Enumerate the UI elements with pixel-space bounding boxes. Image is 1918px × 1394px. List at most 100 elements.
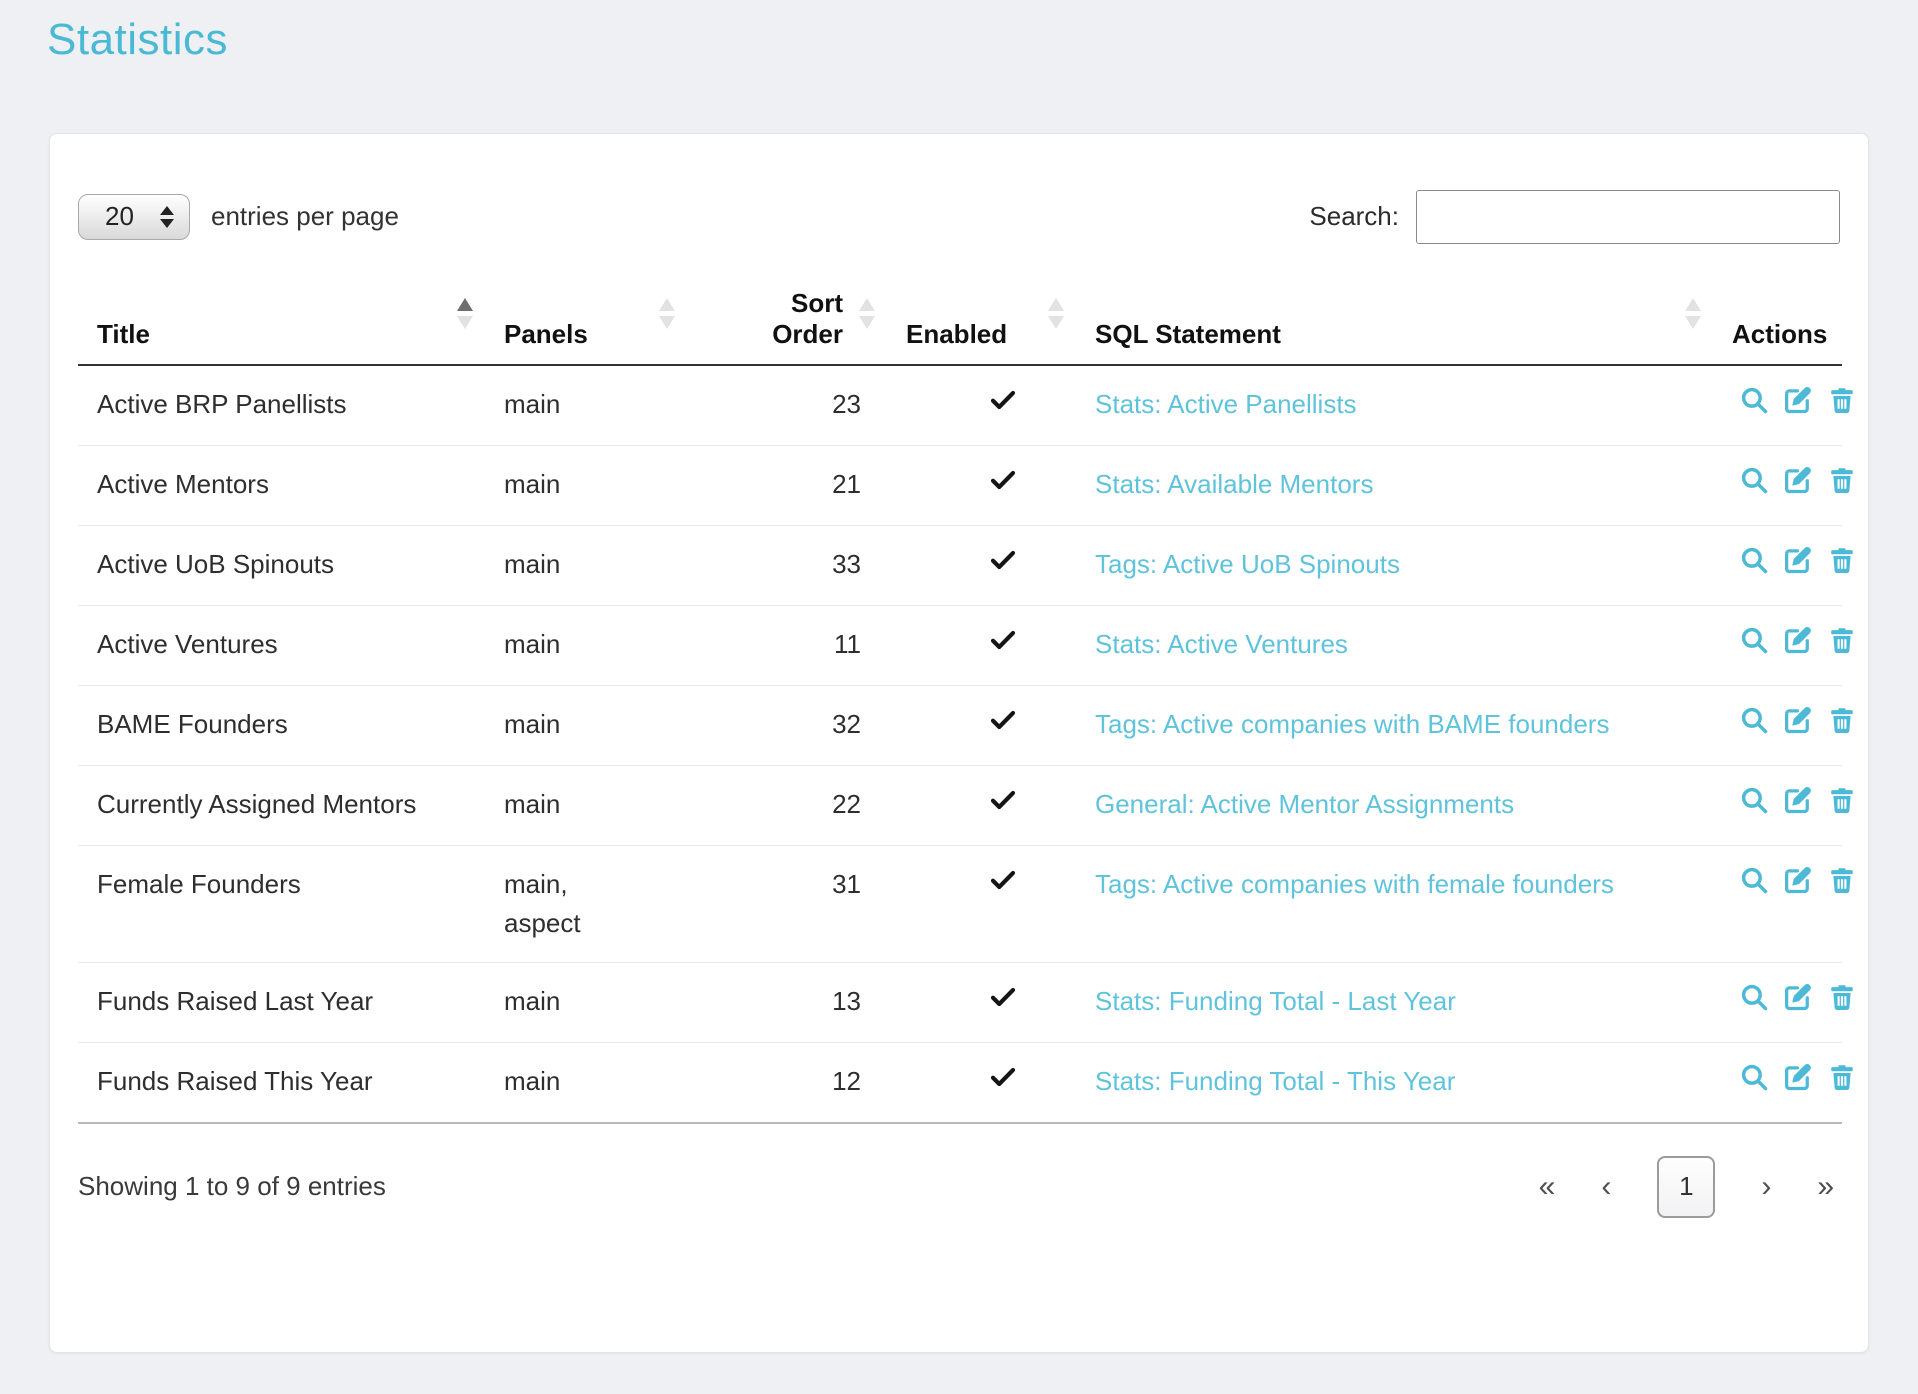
trash-icon[interactable]: [1827, 385, 1857, 415]
search-icon[interactable]: [1739, 385, 1769, 415]
header-row: Title Panels Sort Order Enabled SQL Stat…: [78, 281, 1842, 366]
table-row: Active Mentors main 21 Stats: Available …: [78, 445, 1854, 526]
sql-statement-link[interactable]: Stats: Active Panellists: [1095, 388, 1357, 419]
row-actions: [1713, 1042, 1854, 1124]
first-page-button[interactable]: «: [1538, 1169, 1556, 1203]
row-sql-statement: Stats: Available Mentors: [1076, 445, 1713, 526]
trash-icon[interactable]: [1827, 785, 1857, 815]
row-panels: main: [485, 525, 687, 606]
row-enabled: [887, 1042, 1076, 1124]
row-enabled: [887, 445, 1076, 526]
search-label: Search:: [1309, 201, 1399, 232]
edit-icon[interactable]: [1783, 982, 1813, 1012]
check-icon: [990, 710, 1016, 729]
row-sql-statement: Stats: Active Ventures: [1076, 605, 1713, 686]
row-sort-order: 31: [687, 845, 887, 963]
trash-icon[interactable]: [1827, 865, 1857, 895]
page-title: Statistics: [47, 15, 229, 64]
next-page-button[interactable]: ›: [1761, 1169, 1772, 1203]
column-header-label: Sort Order: [772, 287, 843, 349]
sql-statement-link[interactable]: Tags: Active companies with BAME founder…: [1095, 708, 1610, 739]
statistics-card: 20 entries per page Search: Title Panels: [49, 132, 1869, 1353]
check-icon: [990, 987, 1016, 1006]
search-input[interactable]: [1416, 189, 1840, 244]
row-sort-order: 23: [687, 364, 887, 446]
sql-statement-link[interactable]: General: Active Mentor Assignments: [1095, 788, 1515, 819]
sort-arrows-icon: [659, 297, 675, 329]
edit-icon[interactable]: [1783, 465, 1813, 495]
row-sql-statement: General: Active Mentor Assignments: [1076, 765, 1713, 846]
search-icon[interactable]: [1739, 705, 1769, 735]
search-icon[interactable]: [1739, 625, 1769, 655]
column-header-sort-order[interactable]: Sort Order: [687, 281, 887, 366]
trash-icon[interactable]: [1827, 465, 1857, 495]
trash-icon[interactable]: [1827, 625, 1857, 655]
edit-icon[interactable]: [1783, 625, 1813, 655]
check-icon: [990, 870, 1016, 889]
entries-per-page-value: 20: [105, 201, 134, 232]
row-enabled: [887, 605, 1076, 686]
row-enabled: [887, 962, 1076, 1043]
row-enabled: [887, 685, 1076, 766]
row-panels: main: [485, 1042, 687, 1124]
sql-statement-link[interactable]: Tags: Active companies with female found…: [1095, 868, 1614, 899]
row-sort-order: 13: [687, 962, 887, 1043]
edit-icon[interactable]: [1783, 785, 1813, 815]
last-page-button[interactable]: »: [1817, 1169, 1834, 1203]
table-row: Active BRP Panellists main 23 Stats: Act…: [78, 364, 1854, 446]
column-header-enabled[interactable]: Enabled: [887, 281, 1076, 366]
search-icon[interactable]: [1739, 865, 1769, 895]
row-title: Currently Assigned Mentors: [78, 765, 485, 846]
row-actions: [1713, 364, 1854, 446]
current-page-button[interactable]: 1: [1657, 1155, 1716, 1218]
check-icon: [990, 630, 1016, 649]
edit-icon[interactable]: [1783, 705, 1813, 735]
row-title: Funds Raised Last Year: [78, 962, 485, 1043]
sort-arrows-icon: [457, 297, 473, 329]
sort-arrows-icon: [859, 297, 875, 329]
search-icon[interactable]: [1739, 545, 1769, 575]
edit-icon[interactable]: [1783, 385, 1813, 415]
trash-icon[interactable]: [1827, 1062, 1857, 1092]
row-enabled: [887, 845, 1076, 963]
row-sort-order: 22: [687, 765, 887, 846]
sql-statement-link[interactable]: Stats: Funding Total - This Year: [1095, 1065, 1456, 1096]
sql-statement-link[interactable]: Stats: Funding Total - Last Year: [1095, 985, 1456, 1016]
row-sort-order: 11: [687, 605, 887, 686]
check-icon: [990, 470, 1016, 489]
column-header-sql-statement[interactable]: SQL Statement: [1076, 281, 1713, 366]
sql-statement-link[interactable]: Stats: Available Mentors: [1095, 468, 1374, 499]
trash-icon[interactable]: [1827, 705, 1857, 735]
edit-icon[interactable]: [1783, 865, 1813, 895]
column-header-title[interactable]: Title: [78, 281, 485, 366]
table-body: Active BRP Panellists main 23 Stats: Act…: [78, 364, 1854, 1124]
search-icon[interactable]: [1739, 465, 1769, 495]
column-header-actions: Actions: [1713, 281, 1842, 366]
trash-icon[interactable]: [1827, 982, 1857, 1012]
row-panels: main: [485, 605, 687, 686]
edit-icon[interactable]: [1783, 545, 1813, 575]
check-icon: [990, 790, 1016, 809]
column-header-label: Title: [97, 318, 150, 349]
entries-per-page-select[interactable]: 20: [78, 193, 190, 240]
table-row: Active UoB Spinouts main 33 Tags: Active…: [78, 525, 1854, 606]
column-header-panels[interactable]: Panels: [485, 281, 687, 366]
table-row: Active Ventures main 11 Stats: Active Ve…: [78, 605, 1854, 686]
row-title: Active UoB Spinouts: [78, 525, 485, 606]
row-sort-order: 21: [687, 445, 887, 526]
edit-icon[interactable]: [1783, 1062, 1813, 1092]
row-actions: [1713, 445, 1854, 526]
check-icon: [990, 390, 1016, 409]
column-header-label: Panels: [504, 318, 588, 349]
row-sort-order: 33: [687, 525, 887, 606]
search-icon[interactable]: [1739, 1062, 1769, 1092]
sql-statement-link[interactable]: Tags: Active UoB Spinouts: [1095, 548, 1400, 579]
search-icon[interactable]: [1739, 982, 1769, 1012]
trash-icon[interactable]: [1827, 545, 1857, 575]
column-header-label: Enabled: [906, 318, 1008, 349]
row-title: Active BRP Panellists: [78, 364, 485, 446]
sql-statement-link[interactable]: Stats: Active Ventures: [1095, 628, 1348, 659]
row-enabled: [887, 765, 1076, 846]
search-icon[interactable]: [1739, 785, 1769, 815]
previous-page-button[interactable]: ‹: [1601, 1169, 1612, 1203]
